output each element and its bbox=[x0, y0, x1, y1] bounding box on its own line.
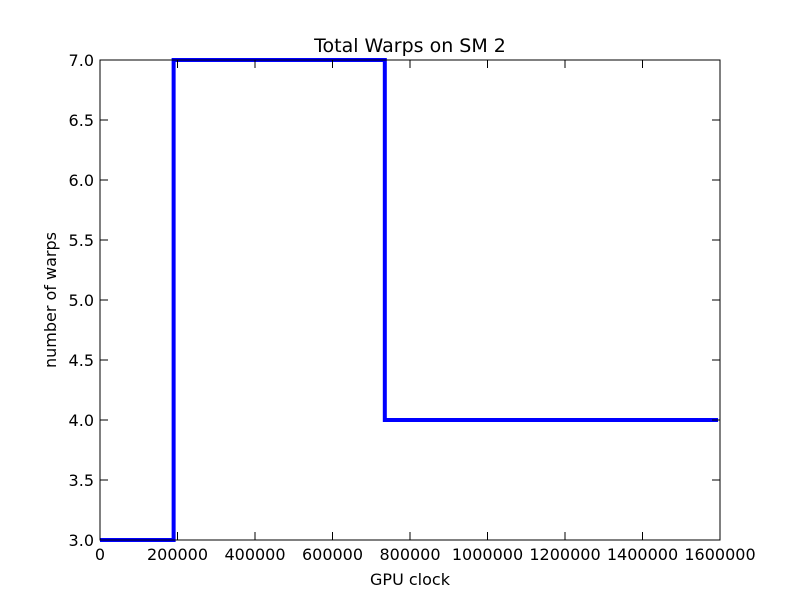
x-axis-label: GPU clock bbox=[370, 570, 451, 589]
x-tick-label: 600000 bbox=[302, 545, 363, 564]
x-tick-label: 1200000 bbox=[529, 545, 600, 564]
plot-area: 0 200000 400000 600000 800000 1000000 1200000 1… bbox=[69, 51, 756, 564]
x-tick-label: 0 bbox=[95, 545, 105, 564]
y-axis-label: number of warps bbox=[41, 232, 60, 368]
y-tick-label: 6.0 bbox=[69, 171, 94, 190]
chart-title: Total Warps on SM 2 bbox=[313, 35, 506, 57]
x-tick-label: 1600000 bbox=[684, 545, 755, 564]
x-tick-label: 200000 bbox=[147, 545, 208, 564]
x-tick-label: 1000000 bbox=[452, 545, 523, 564]
y-tick-label: 7.0 bbox=[69, 51, 94, 70]
x-tick-label: 1400000 bbox=[607, 545, 678, 564]
y-tick-label: 4.0 bbox=[69, 411, 94, 430]
y-tick-label: 5.5 bbox=[69, 231, 94, 250]
x-tick-label: 800000 bbox=[379, 545, 440, 564]
y-tick-label: 3.5 bbox=[69, 471, 94, 490]
y-tick-label: 3.0 bbox=[69, 531, 94, 550]
y-tick-label: 6.5 bbox=[69, 111, 94, 130]
series-line bbox=[100, 58, 719, 542]
y-tick-label: 4.5 bbox=[69, 351, 94, 370]
x-tick-label: 400000 bbox=[224, 545, 285, 564]
plot-frame bbox=[99, 59, 721, 541]
y-tick-label: 5.0 bbox=[69, 291, 94, 310]
